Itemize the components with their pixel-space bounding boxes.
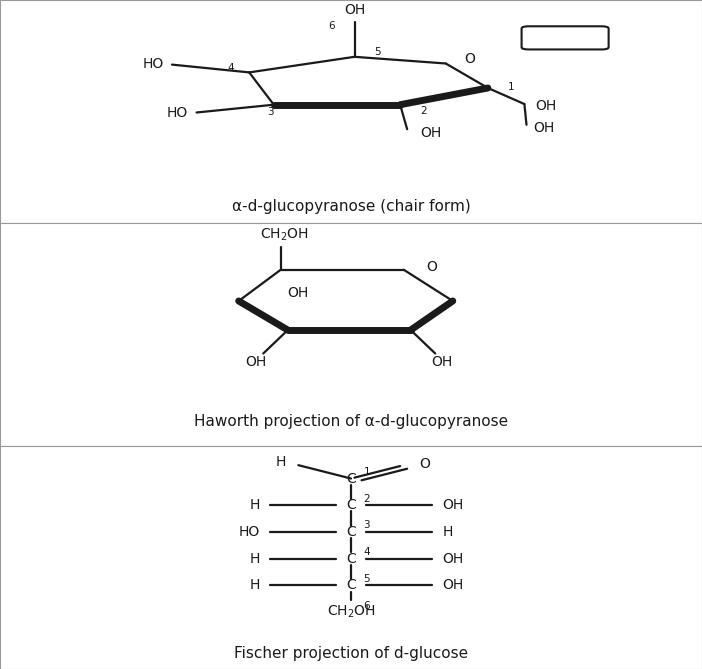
Text: 2: 2 bbox=[364, 494, 370, 504]
Text: C: C bbox=[346, 579, 356, 593]
Text: O: O bbox=[419, 457, 430, 471]
Text: 1: 1 bbox=[364, 467, 370, 477]
Text: OH: OH bbox=[442, 579, 463, 593]
Text: 5: 5 bbox=[374, 47, 380, 57]
Text: H: H bbox=[249, 579, 260, 593]
Text: HO: HO bbox=[143, 57, 164, 71]
Text: 1: 1 bbox=[508, 82, 514, 92]
Text: H: H bbox=[249, 498, 260, 512]
Text: CH$_2$OH: CH$_2$OH bbox=[260, 227, 309, 244]
Text: 6: 6 bbox=[364, 601, 370, 611]
Text: O: O bbox=[426, 260, 437, 274]
Text: 5: 5 bbox=[364, 574, 370, 584]
Text: O: O bbox=[464, 52, 475, 66]
Text: 6: 6 bbox=[329, 21, 335, 31]
Text: C: C bbox=[346, 525, 356, 539]
Text: C: C bbox=[346, 498, 356, 512]
Text: OH: OH bbox=[535, 99, 556, 113]
Text: OH: OH bbox=[534, 121, 555, 135]
Text: HO: HO bbox=[239, 525, 260, 539]
Text: 4: 4 bbox=[227, 64, 234, 74]
Text: OH: OH bbox=[442, 498, 463, 512]
Text: 2: 2 bbox=[420, 106, 426, 116]
Text: H: H bbox=[249, 552, 260, 566]
Text: C: C bbox=[346, 552, 356, 566]
Text: H: H bbox=[442, 525, 453, 539]
Text: α-d-glucopyranose (chair form): α-d-glucopyranose (chair form) bbox=[232, 199, 470, 213]
Text: C: C bbox=[346, 472, 356, 486]
Text: CH$_2$OH: CH$_2$OH bbox=[326, 604, 376, 620]
Text: 3: 3 bbox=[364, 520, 370, 531]
Text: OH: OH bbox=[344, 3, 365, 17]
Text: Haworth projection of α-d-glucopyranose: Haworth projection of α-d-glucopyranose bbox=[194, 414, 508, 429]
Text: OH: OH bbox=[420, 126, 441, 140]
Text: 3: 3 bbox=[267, 107, 274, 117]
Text: $\alpha$: $\alpha$ bbox=[558, 29, 572, 47]
Text: OH: OH bbox=[442, 552, 463, 566]
Text: 4: 4 bbox=[364, 547, 370, 557]
Text: Fischer projection of d-glucose: Fischer projection of d-glucose bbox=[234, 646, 468, 661]
Text: OH: OH bbox=[246, 355, 267, 369]
Text: HO: HO bbox=[167, 106, 188, 120]
Text: H: H bbox=[275, 456, 286, 470]
Text: OH: OH bbox=[432, 355, 453, 369]
FancyBboxPatch shape bbox=[522, 26, 609, 50]
Text: OH: OH bbox=[288, 286, 309, 300]
